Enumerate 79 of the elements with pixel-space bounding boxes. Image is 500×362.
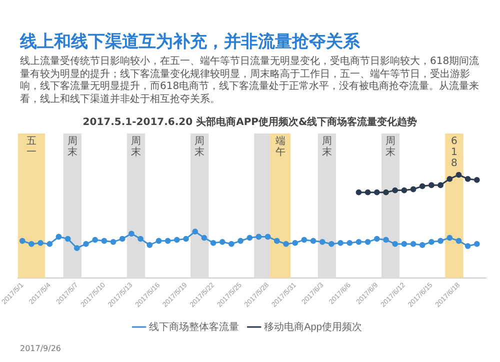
point [92, 236, 98, 243]
point [146, 242, 153, 248]
point [56, 234, 62, 240]
band-label: 周末 [67, 136, 78, 158]
point [283, 241, 289, 247]
point [238, 238, 244, 244]
point [292, 240, 298, 246]
point [446, 234, 453, 241]
point [219, 238, 226, 245]
point [383, 236, 389, 243]
point [128, 230, 134, 237]
point [83, 241, 89, 247]
point [346, 240, 353, 246]
point [74, 245, 80, 252]
point [438, 238, 444, 244]
legend-label: 线下商场整体客流量 [149, 320, 240, 333]
point [319, 238, 326, 245]
point [364, 189, 371, 196]
point [264, 234, 271, 240]
point [110, 238, 116, 245]
point [228, 241, 234, 247]
point [201, 234, 208, 241]
point [274, 238, 280, 244]
point [246, 234, 253, 241]
point [356, 189, 362, 196]
point [19, 238, 26, 244]
point [164, 238, 171, 244]
band-label: 618 [450, 136, 458, 170]
point [428, 182, 434, 188]
point [338, 240, 344, 246]
point [401, 241, 408, 247]
point [119, 236, 126, 242]
point [374, 189, 380, 196]
point [428, 238, 434, 245]
band-label: 周末 [322, 136, 332, 158]
point [310, 238, 316, 244]
point [356, 238, 362, 245]
band-label: 周末 [386, 136, 396, 158]
point [464, 176, 471, 182]
point [456, 172, 462, 178]
point [474, 177, 480, 183]
text: 2017/9/26 [20, 344, 62, 353]
point [101, 238, 108, 244]
band-label: 周末 [194, 136, 205, 158]
point [174, 236, 180, 243]
point [192, 228, 198, 235]
band-label: 周末 [131, 136, 141, 158]
point [392, 241, 398, 247]
point [446, 176, 453, 182]
chart-title: 线上和线下渠道互为补充，并非流量抢夺关系 [20, 31, 360, 53]
point [401, 187, 408, 194]
point [419, 242, 426, 248]
point [474, 241, 480, 247]
point [156, 238, 162, 244]
band-label: 端午 [275, 135, 286, 158]
point [64, 236, 71, 242]
point [456, 238, 462, 244]
point [38, 240, 44, 246]
point [46, 241, 53, 247]
point [210, 240, 216, 246]
text: 2017.5.1-2017.6.20 头部电商APP使用频次&线下商场客流量变化趋势 [82, 115, 418, 129]
band-label: 五一 [26, 136, 36, 158]
point [383, 189, 389, 196]
point [328, 241, 334, 247]
point [256, 234, 262, 240]
point [464, 243, 471, 249]
point [419, 183, 426, 190]
point [183, 236, 189, 242]
point [138, 236, 144, 242]
point [301, 236, 308, 243]
point [28, 241, 34, 247]
point [438, 182, 444, 188]
point [410, 241, 416, 247]
point [364, 238, 371, 245]
point [392, 187, 398, 194]
legend-label: 移动电商App使用频次 [264, 320, 362, 333]
chart-subtitle: 线上流量受传统节日影响较小，在五一、端午等节日流量无明显变化，受电商节日影响较大，618期间流量有较为明显的提升；线下客流量变化规律较明显，周末略高于工作日，五一、端午等节日，受出游影响，线下客流量无明显提升，而618电商节，线下客流量处于正常水平，没有被电商抢夺流量。从流量来看，线上和线下渠道并非处于相互抢夺关系。 [20, 56, 480, 106]
point [374, 236, 380, 242]
point [410, 186, 416, 192]
